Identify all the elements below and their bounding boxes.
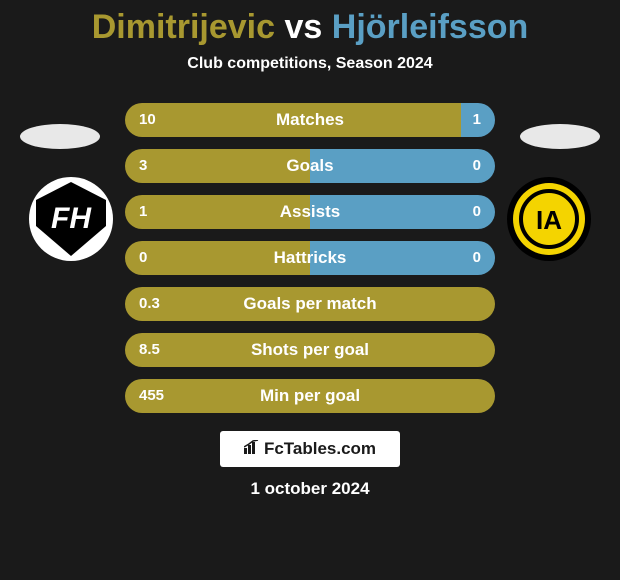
player2-name: Hjörleifsson [332,8,528,46]
stat-label: Goals per match [125,287,495,321]
stat-value-right: 0 [473,149,481,183]
stat-row: 0Hattricks0 [125,241,495,275]
stat-row: 10Matches1 [125,103,495,137]
chart-icon [244,440,260,459]
player2-head-silhouette [520,124,600,149]
stat-label: Goals [125,149,495,183]
brand-logo: FcTables.com [220,431,400,467]
vs-text: vs [285,8,323,46]
stat-row: 0.3Goals per match [125,287,495,321]
club-right-text: IA [536,205,562,235]
stat-label: Assists [125,195,495,229]
brand-text: FcTables.com [264,439,376,459]
stat-label: Min per goal [125,379,495,413]
page-title: Dimitrijevic vs Hjörleifsson [0,8,620,47]
player1-name: Dimitrijevic [92,8,275,46]
stat-value-right: 0 [473,195,481,229]
stat-row: 1Assists0 [125,195,495,229]
stat-label: Shots per goal [125,333,495,367]
stat-bars: 10Matches13Goals01Assists00Hattricks00.3… [125,103,495,413]
club-logo-right: IA [500,176,598,262]
stat-row: 3Goals0 [125,149,495,183]
stat-row: 455Min per goal [125,379,495,413]
stat-label: Hattricks [125,241,495,275]
stat-value-right: 1 [473,103,481,137]
comparison-infographic: Dimitrijevic vs Hjörleifsson Club compet… [0,0,620,580]
subtitle: Club competitions, Season 2024 [0,55,620,73]
club-left-text: FH [51,202,92,235]
date-text: 1 october 2024 [0,479,620,499]
stat-row: 8.5Shots per goal [125,333,495,367]
stat-label: Matches [125,103,495,137]
stat-value-right: 0 [473,241,481,275]
club-logo-left: FH [22,176,120,262]
player1-head-silhouette [20,124,100,149]
